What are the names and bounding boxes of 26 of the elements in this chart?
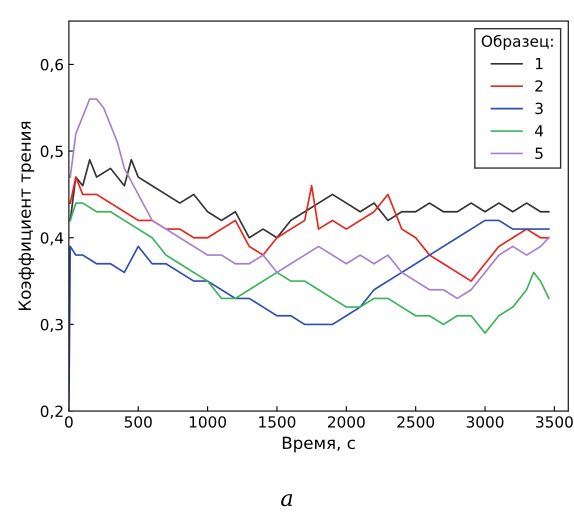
x-tick-label: 1500 (259, 416, 296, 428)
x-axis-title: Время, с (282, 436, 355, 452)
x-tick-label: 1000 (190, 416, 226, 428)
y-tick-label: 0,6 (40, 58, 64, 72)
x-tick-label: 3000 (466, 416, 504, 428)
x-tick-label: 2000 (328, 416, 365, 428)
y-tick-label: 0,5 (40, 146, 63, 159)
legend-label: 1 (536, 58, 543, 70)
line-series (69, 98, 550, 300)
legend-label: 2 (535, 80, 542, 92)
x-tick-label: 3500 (536, 416, 573, 428)
line-series (69, 202, 550, 334)
x-tick-label: 2500 (397, 416, 434, 428)
legend-label: 5 (535, 148, 543, 160)
y-tick-label: 0,4 (40, 232, 64, 246)
y-tick-label: 0,3 (40, 318, 63, 332)
legend-label: 4 (534, 125, 544, 136)
y-axis-title: Коэффициент трения (18, 122, 34, 310)
x-tick-label: 500 (124, 416, 152, 428)
legend-label: 3 (535, 102, 543, 114)
text: а (281, 494, 292, 506)
x-tick-label: 0 (65, 416, 73, 428)
line-series (69, 176, 550, 282)
y-tick-label: 0,2 (40, 406, 62, 419)
legend-title: Образец: (482, 34, 553, 50)
line-series (69, 158, 550, 239)
